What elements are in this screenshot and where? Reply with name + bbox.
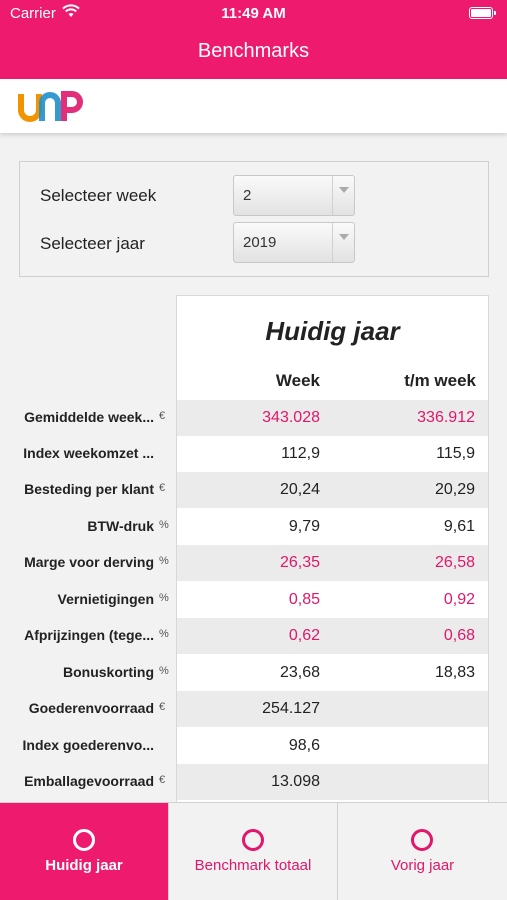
table-row: BTW-druk % 9,79 9,61	[0, 509, 507, 545]
row-label: Vernietigingen	[57, 591, 154, 607]
selection-panel: Selecteer week 2 Selecteer jaar 2019	[19, 161, 489, 277]
row-unit: €	[159, 410, 166, 422]
table-row: Goederenvoorraad € 254.127	[0, 691, 507, 727]
row-unit: €	[159, 482, 166, 494]
page-title: Benchmarks	[197, 40, 310, 62]
row-label: Bonuskorting	[63, 664, 154, 680]
row-label: BTW-druk	[87, 518, 154, 534]
row-tm-value: 0,68	[443, 627, 475, 644]
row-tm-value: 9,61	[443, 518, 475, 535]
table-row: Vernietigingen % 0,85 0,92	[0, 582, 507, 618]
tab-huidig-jaar[interactable]: Huidig jaar	[0, 803, 169, 900]
row-tm-value: 20,29	[434, 481, 475, 498]
tab-label: Vorig jaar	[390, 857, 455, 874]
tab-vorig-jaar[interactable]: Vorig jaar	[338, 803, 507, 900]
panel-title: Huidig jaar	[265, 316, 400, 346]
row-unit: %	[159, 519, 169, 531]
row-unit: %	[159, 592, 169, 604]
row-label: Afprijzingen (tege...	[24, 627, 154, 643]
year-select-label: Selecteer jaar	[40, 234, 145, 253]
wifi-icon	[62, 4, 80, 17]
table-row: Bonuskorting % 23,68 18,83	[0, 655, 507, 691]
table-row: Emballagevoorraad € 13.098	[0, 764, 507, 800]
row-week-value: 9,79	[288, 518, 320, 535]
circle-icon	[73, 829, 95, 851]
status-bar: Carrier 11:49 AM	[0, 0, 507, 28]
column-header-tm-week: t/m week	[404, 371, 476, 390]
row-tm-value: 18,83	[434, 664, 475, 681]
week-select-value: 2	[243, 187, 252, 204]
table-row: Gemiddelde week... € 343.028 336.912	[0, 400, 507, 436]
tab-benchmark-totaal[interactable]: Benchmark totaal	[169, 803, 338, 900]
row-unit: €	[159, 774, 166, 786]
column-header-week: Week	[275, 371, 320, 390]
unp-logo	[18, 91, 83, 122]
year-select[interactable]: 2019	[233, 222, 355, 263]
tab-label: Huidig jaar	[45, 857, 123, 874]
row-label: Besteding per klant	[24, 481, 154, 497]
carrier-label: Carrier	[10, 5, 56, 22]
row-label: Index weekomzet ...	[23, 445, 154, 461]
battery-icon	[469, 7, 496, 19]
row-week-value: 23,68	[279, 664, 320, 681]
logo-bar	[0, 79, 507, 133]
year-select-value: 2019	[243, 234, 277, 251]
row-week-value: 26,35	[279, 554, 320, 571]
row-week-value: 20,24	[279, 481, 320, 498]
row-tm-value: 115,9	[436, 445, 475, 462]
clock: 11:49 AM	[221, 5, 286, 22]
row-tm-value: 26,58	[434, 554, 475, 571]
row-week-value: 343.028	[262, 409, 320, 426]
table-row: Index goederenvo... 98,6	[0, 728, 507, 764]
week-select-label: Selecteer week	[40, 186, 157, 205]
row-unit: %	[159, 665, 169, 677]
row-week-value: 0,62	[288, 627, 320, 644]
row-label: Emballagevoorraad	[24, 773, 154, 789]
row-week-value: 0,85	[288, 591, 320, 608]
header: Carrier 11:49 AM Benchmarks	[0, 0, 507, 79]
tab-bar: Huidig jaar Benchmark totaal Vorig jaar	[0, 802, 507, 900]
row-label: Marge voor derving	[24, 554, 154, 570]
row-label: Gemiddelde week...	[24, 409, 154, 425]
chevron-down-icon	[332, 176, 354, 215]
row-label: Goederenvoorraad	[28, 700, 154, 716]
row-week-value: 98,6	[288, 737, 320, 754]
table-row: Index weekomzet ... 112,9 115,9	[0, 436, 507, 472]
row-week-value: 112,9	[281, 445, 320, 462]
row-tm-value: 0,92	[443, 591, 475, 608]
row-tm-value: 336.912	[417, 409, 475, 426]
row-unit: %	[159, 555, 169, 567]
row-week-value: 254.127	[262, 700, 320, 717]
row-label: Index goederenvo...	[22, 737, 154, 753]
row-unit: €	[159, 701, 166, 713]
circle-icon	[242, 829, 264, 851]
table-row: Marge voor derving % 26,35 26,58	[0, 545, 507, 581]
tab-label: Benchmark totaal	[194, 857, 312, 874]
row-unit: %	[159, 628, 169, 640]
table-row: Besteding per klant € 20,24 20,29	[0, 472, 507, 508]
table-row: Afprijzingen (tege... % 0,62 0,68	[0, 618, 507, 654]
row-week-value: 13.098	[271, 773, 320, 790]
circle-icon	[411, 829, 433, 851]
week-select[interactable]: 2	[233, 175, 355, 216]
chevron-down-icon	[332, 223, 354, 262]
